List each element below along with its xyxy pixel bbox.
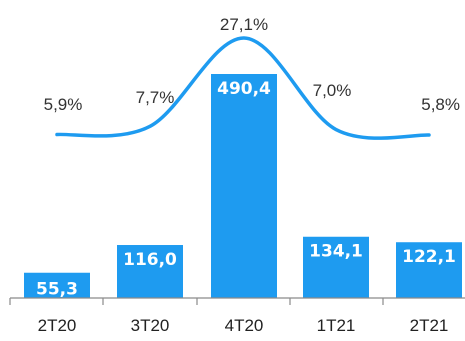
percentage-label: 27,1% — [220, 15, 268, 34]
bar-1T21 — [303, 236, 369, 298]
percentage-label: 7,7% — [136, 88, 175, 107]
x-tick-label: 2T21 — [410, 316, 449, 335]
x-axis-ticks — [9, 298, 384, 305]
x-tick-label: 1T21 — [317, 316, 356, 335]
x-axis-tick-labels: 2T20 3T20 4T20 1T21 2T21 — [38, 316, 449, 335]
x-tick-label: 4T20 — [225, 316, 264, 335]
bar-value-label: 490,4 — [217, 79, 271, 99]
percentage-line — [55, 36, 431, 140]
bar-3T20 — [117, 245, 183, 298]
percentage-label: 7,0% — [313, 81, 352, 100]
bar-value-label: 116,0 — [123, 250, 177, 270]
bar-4T20 — [211, 74, 277, 298]
bar-2T20 — [24, 272, 90, 298]
bar-2T21 — [396, 242, 462, 298]
bar-value-label: 55,3 — [36, 280, 78, 300]
bar-value-label: 134,1 — [309, 242, 363, 262]
bars: 55,3 116,0 490,4 134,1 122,1 — [24, 74, 462, 300]
percentage-labels: 5,9% 7,7% 27,1% 7,0% 5,8% — [44, 15, 460, 114]
percentage-label: 5,9% — [44, 95, 83, 114]
x-tick-label: 3T20 — [131, 316, 170, 335]
x-tick-label: 2T20 — [38, 316, 77, 335]
percentage-label: 5,8% — [421, 95, 460, 114]
bar-value-label: 122,1 — [402, 247, 456, 267]
